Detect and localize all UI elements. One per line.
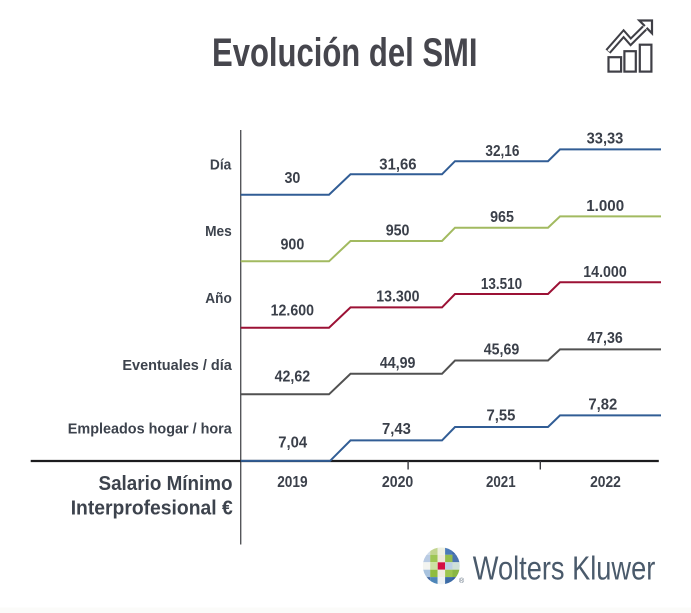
svg-text:Interprofesional €: Interprofesional € <box>71 497 233 519</box>
svg-text:14.000: 14.000 <box>583 264 627 281</box>
svg-text:42,62: 42,62 <box>275 369 311 386</box>
svg-text:2022: 2022 <box>590 474 621 491</box>
svg-text:Eventuales / día: Eventuales / día <box>122 358 232 374</box>
svg-text:33,33: 33,33 <box>587 131 624 148</box>
svg-text:2021: 2021 <box>486 474 516 491</box>
svg-text:32,16: 32,16 <box>485 143 519 160</box>
svg-text:7,55: 7,55 <box>487 407 516 424</box>
svg-text:44,99: 44,99 <box>380 355 416 372</box>
svg-text:31,66: 31,66 <box>379 157 416 174</box>
svg-text:7,04: 7,04 <box>278 434 307 451</box>
svg-text:7,82: 7,82 <box>588 397 617 414</box>
svg-text:Empleados hogar / hora: Empleados hogar / hora <box>68 422 233 438</box>
svg-text:Mes: Mes <box>205 224 232 240</box>
svg-text:965: 965 <box>490 209 514 226</box>
svg-text:Día: Día <box>210 158 232 174</box>
svg-text:12.600: 12.600 <box>271 302 314 319</box>
svg-text:13.300: 13.300 <box>376 289 419 306</box>
svg-text:13.510: 13.510 <box>481 276 522 293</box>
svg-text:Wolters Kluwer: Wolters Kluwer <box>473 551 656 588</box>
svg-text:1.000: 1.000 <box>586 198 624 215</box>
svg-text:7,43: 7,43 <box>382 421 411 438</box>
svg-text:30: 30 <box>284 170 300 187</box>
svg-text:47,36: 47,36 <box>587 330 623 347</box>
svg-text:Salario Mínimo: Salario Mínimo <box>99 473 233 495</box>
svg-text:950: 950 <box>386 223 410 240</box>
svg-text:2020: 2020 <box>382 474 413 491</box>
svg-text:2019: 2019 <box>277 474 307 491</box>
svg-text:900: 900 <box>281 236 305 253</box>
svg-text:45,69: 45,69 <box>484 341 520 358</box>
svg-text:®: ® <box>459 577 465 585</box>
svg-text:Evolución del SMI: Evolución del SMI <box>212 31 478 75</box>
svg-text:Año: Año <box>205 291 232 307</box>
